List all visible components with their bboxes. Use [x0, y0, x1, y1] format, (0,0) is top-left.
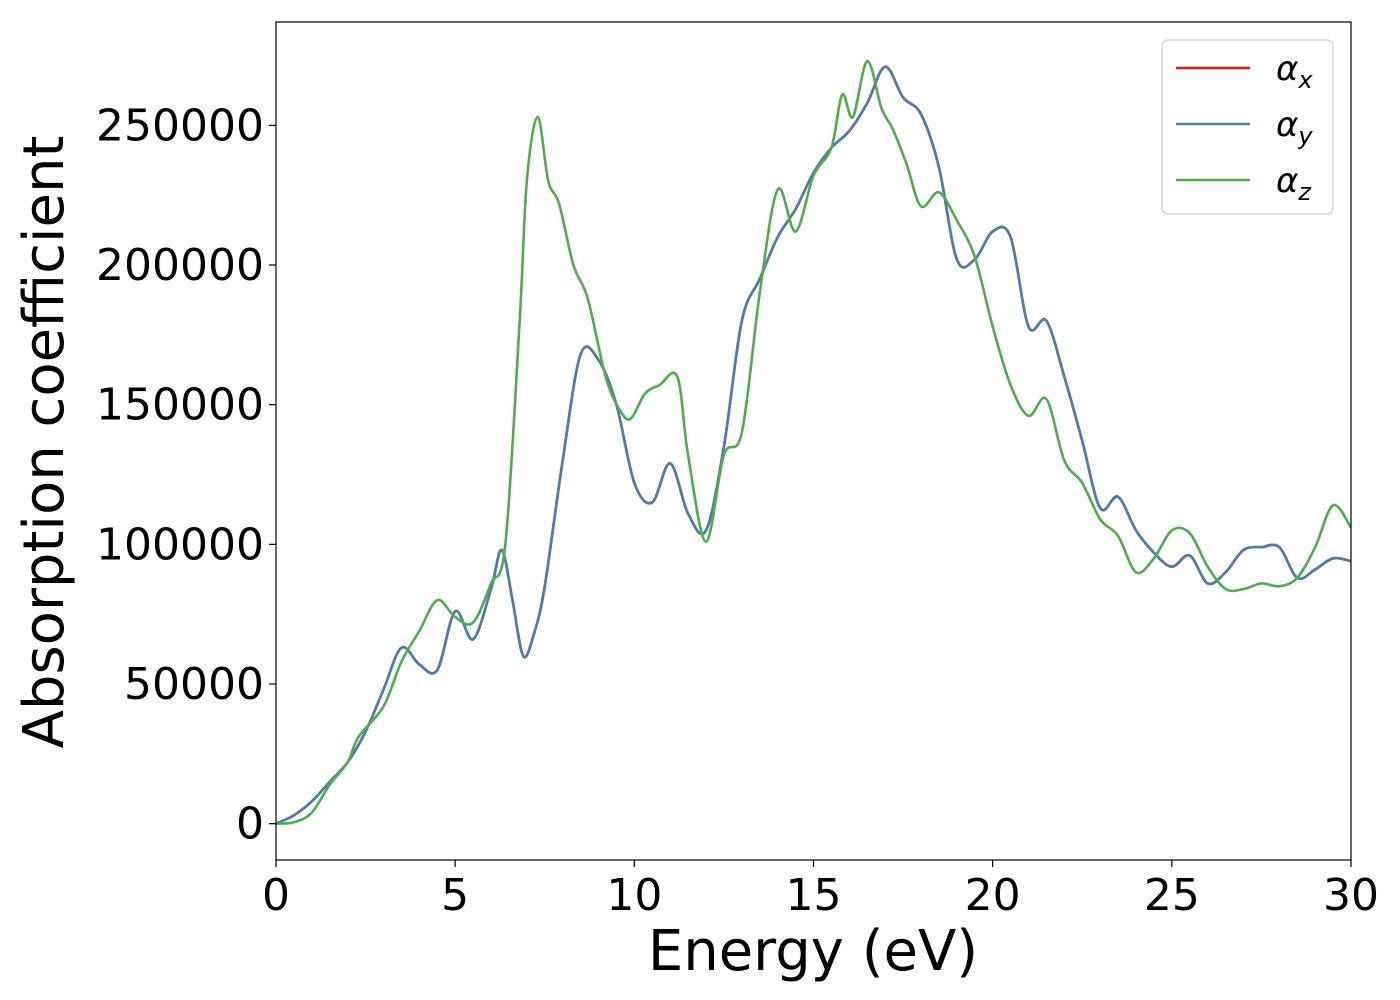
- x-tick-label: 20: [965, 870, 1021, 921]
- y-tick-label: 0: [236, 799, 264, 850]
- x-tick-label: 25: [1144, 870, 1200, 921]
- y-tick-label: 250000: [96, 100, 264, 151]
- y-tick-label: 200000: [96, 240, 264, 291]
- legend: αx αy αz: [1161, 39, 1334, 215]
- y-tick-label: 150000: [96, 380, 264, 431]
- series-line-z: [276, 59, 1351, 825]
- legend-label-y: αy: [1276, 105, 1313, 150]
- series-layer: [276, 59, 1351, 825]
- x-tick-label: 5: [441, 870, 469, 921]
- x-tick-label: 0: [262, 870, 290, 921]
- x-tick-label: 15: [786, 870, 842, 921]
- x-axis-label: Energy (eV): [648, 919, 978, 984]
- legend-label-x: αx: [1276, 49, 1313, 94]
- y-tick-label: 100000: [96, 519, 264, 570]
- ticks-layer: 0 5 10 15 20 25 30 0 50000 100000 150000 200000 2500…: [96, 100, 1379, 921]
- y-tick-label: 50000: [124, 659, 264, 710]
- x-tick-label: 30: [1323, 870, 1379, 921]
- legend-box: [1161, 39, 1334, 215]
- legend-label-z: αz: [1276, 161, 1312, 206]
- y-axis-label: Absorption coefficient: [12, 136, 77, 749]
- x-tick-label: 10: [606, 870, 662, 921]
